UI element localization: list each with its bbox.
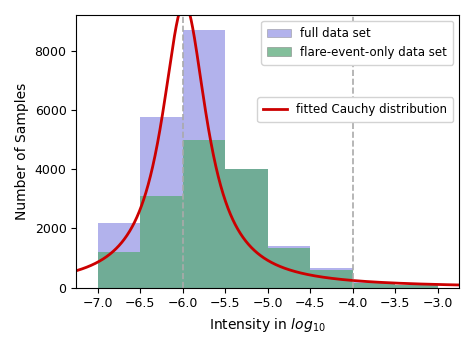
- Bar: [225, 169, 268, 288]
- Bar: [140, 117, 182, 288]
- fitted Cauchy distribution: [445, 283, 450, 287]
- X-axis label: Intensity in $log_{10}$: Intensity in $log_{10}$: [210, 316, 326, 334]
- Bar: [98, 223, 140, 288]
- Bar: [395, 285, 438, 288]
- fitted Cauchy distribution: [371, 280, 376, 284]
- fitted Cauchy distribution: [73, 269, 79, 273]
- fitted Cauchy distribution: [445, 283, 450, 287]
- Bar: [182, 30, 225, 288]
- Y-axis label: Number of Samples: Number of Samples: [15, 83, 29, 220]
- fitted Cauchy distribution: [249, 246, 255, 250]
- Bar: [225, 169, 268, 288]
- Legend: fitted Cauchy distribution: fitted Cauchy distribution: [257, 97, 453, 122]
- Line: fitted Cauchy distribution: fitted Cauchy distribution: [55, 3, 459, 285]
- fitted Cauchy distribution: [238, 232, 244, 237]
- Bar: [395, 285, 438, 288]
- Bar: [353, 282, 395, 288]
- Bar: [268, 248, 310, 288]
- Bar: [268, 246, 310, 288]
- Bar: [98, 252, 140, 288]
- Bar: [310, 268, 353, 288]
- Bar: [182, 140, 225, 288]
- fitted Cauchy distribution: [182, 1, 187, 5]
- Bar: [353, 283, 395, 288]
- fitted Cauchy distribution: [456, 283, 462, 287]
- Bar: [310, 270, 353, 288]
- fitted Cauchy distribution: [52, 274, 58, 278]
- Bar: [140, 196, 182, 288]
